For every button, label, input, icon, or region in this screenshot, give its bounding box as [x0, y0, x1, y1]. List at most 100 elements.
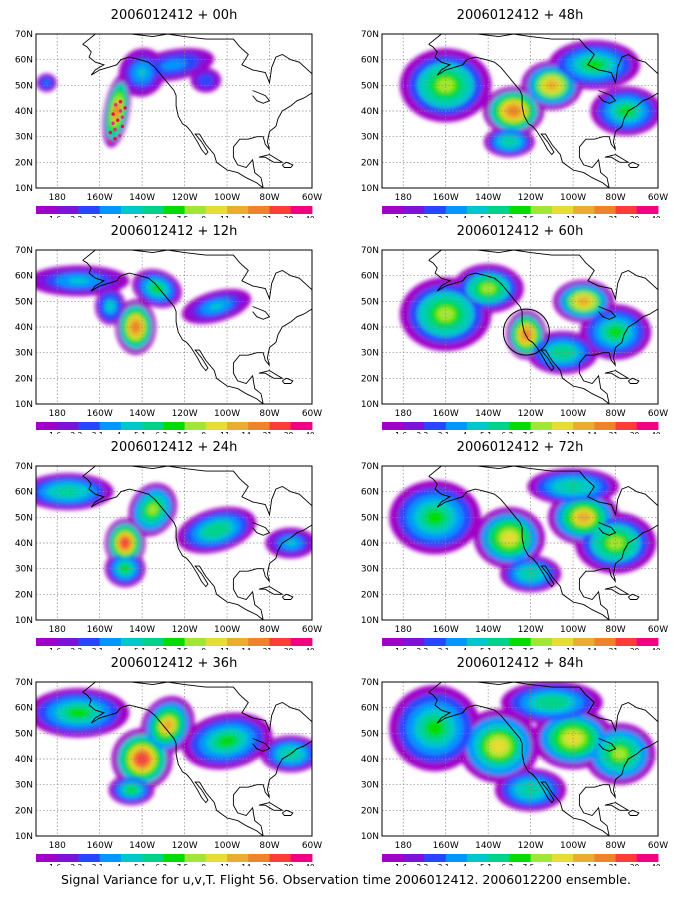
colorbar-swatch [488, 638, 510, 646]
observation-point [117, 133, 122, 138]
lon-tick-label: 160W [87, 409, 113, 419]
coastline-path [428, 691, 610, 836]
variance-contour [165, 61, 183, 69]
variance-field [36, 48, 222, 148]
panel-grid: 2006012412 + 00h 10N 20N 30N 40N 50N 60N 70N 180… [0, 2, 686, 866]
variance-contour [217, 735, 237, 747]
colorbar-swatch [142, 206, 164, 214]
lon-tick-label: 120W [172, 193, 198, 203]
variance-contour [523, 785, 538, 795]
variance-field [36, 265, 252, 355]
colorbar-swatch [227, 422, 249, 430]
colorbar-label: 11 [566, 431, 576, 434]
colorbar-swatch [248, 638, 270, 646]
lon-tick-label: 160W [433, 193, 459, 203]
colorbar-swatch [205, 638, 228, 646]
lat-tick-label: 10N [361, 616, 379, 626]
colorbar-label: 21 [263, 431, 273, 434]
colorbar-swatch [551, 206, 574, 214]
colorbar-swatch [382, 422, 404, 430]
panel-title: 2006012412 + 36h [110, 656, 238, 671]
coastline-path [428, 682, 658, 836]
lat-tick-label: 40N [361, 539, 379, 549]
colorbar-label: 21 [263, 647, 273, 650]
graticule [36, 466, 312, 620]
coastline-path [252, 90, 271, 104]
coastline-path [604, 802, 630, 811]
coastline-path [598, 90, 617, 104]
colorbar-swatch [466, 854, 489, 862]
colorbar-label: 5.1 [134, 215, 146, 218]
lon-tick-label: 180 [49, 193, 66, 203]
colorbar-label: 7.5 [523, 647, 535, 650]
colorbar-label: 9 [201, 215, 206, 218]
colorbar-swatch [594, 854, 616, 862]
colorbar-label: 1.6 [49, 863, 61, 866]
lat-tick-label: 10N [15, 832, 33, 842]
observation-point [111, 112, 115, 116]
colorbar-label: 40 [651, 431, 661, 434]
coastline-path [604, 154, 630, 163]
coastline-path [82, 466, 312, 620]
colorbar: 1.6 2.2 3.1 4 5.1 6.3 7.5 9 11 14 21 29 40 [382, 206, 661, 218]
lat-tick-label: 40N [15, 323, 33, 333]
lon-tick-label: 140W [129, 625, 155, 635]
colorbar-swatch [466, 422, 489, 430]
colorbar-swatch [120, 854, 143, 862]
variance-contour [619, 106, 634, 116]
lon-tick-label: 120W [518, 193, 544, 203]
observation-track [108, 100, 127, 144]
lon-tick-label: 100W [214, 193, 240, 203]
coastline-path [82, 691, 264, 836]
lon-tick-label: 120W [172, 409, 198, 419]
map-panel: 2006012412 + 48h 10N 20N 30N 40N 50N 60N 70N 180… [346, 2, 686, 218]
colorbar-label: 14 [587, 863, 597, 866]
lon-tick-label: 140W [129, 841, 155, 851]
lon-tick-label: 120W [172, 841, 198, 851]
lat-tick-label: 30N [361, 349, 379, 359]
lat-tick-label: 10N [361, 400, 379, 410]
graticule [36, 34, 312, 188]
colorbar-label: 6.3 [155, 647, 167, 650]
lat-tick-label: 60N [15, 704, 33, 714]
colorbar-label: 40 [651, 215, 661, 218]
colorbar-label: 29 [284, 647, 294, 650]
graticule [382, 682, 658, 836]
variance-field [36, 473, 312, 588]
colorbar-swatch [290, 206, 313, 214]
map-panel: 2006012412 + 24h 10N 20N 30N 40N 50N 60N 70N 180… [0, 434, 340, 650]
colorbar-label: 3.1 [92, 647, 104, 650]
variance-contour [208, 525, 225, 535]
lon-tick-label: 60W [648, 409, 668, 419]
colorbar-label: 3.1 [92, 431, 104, 434]
lat-tick-label: 70N [15, 462, 33, 472]
variance-contour [209, 302, 224, 310]
colorbar-label: 40 [305, 215, 315, 218]
colorbar-label: 40 [305, 431, 315, 434]
colorbar-label: 4 [462, 863, 467, 866]
lat-tick-label: 30N [15, 565, 33, 575]
colorbar-swatch [248, 422, 270, 430]
variance-contour [545, 80, 558, 91]
colorbar-label: 6.3 [501, 215, 513, 218]
colorbar-swatch [57, 638, 79, 646]
coastline-path [428, 34, 658, 188]
colorbar-swatch [466, 206, 489, 214]
lat-tick-label: 20N [15, 374, 33, 384]
colorbar-label: 40 [305, 647, 315, 650]
coastline-path [598, 522, 617, 536]
colorbar-label: 29 [284, 215, 294, 218]
lat-tick-label: 20N [361, 374, 379, 384]
colorbar-swatch [269, 422, 292, 430]
colorbar-label: 11 [566, 215, 576, 218]
variance-contour [563, 482, 583, 491]
graticule [382, 34, 658, 188]
coastline-path [428, 466, 658, 620]
coastline-path [604, 586, 630, 595]
coastline-path [627, 809, 640, 816]
colorbar-swatch [36, 854, 58, 862]
lat-tick-label: 60N [361, 704, 379, 714]
colorbar-label: 5.1 [480, 431, 492, 434]
lon-tick-label: 140W [475, 193, 501, 203]
lat-tick-label: 50N [361, 729, 379, 739]
